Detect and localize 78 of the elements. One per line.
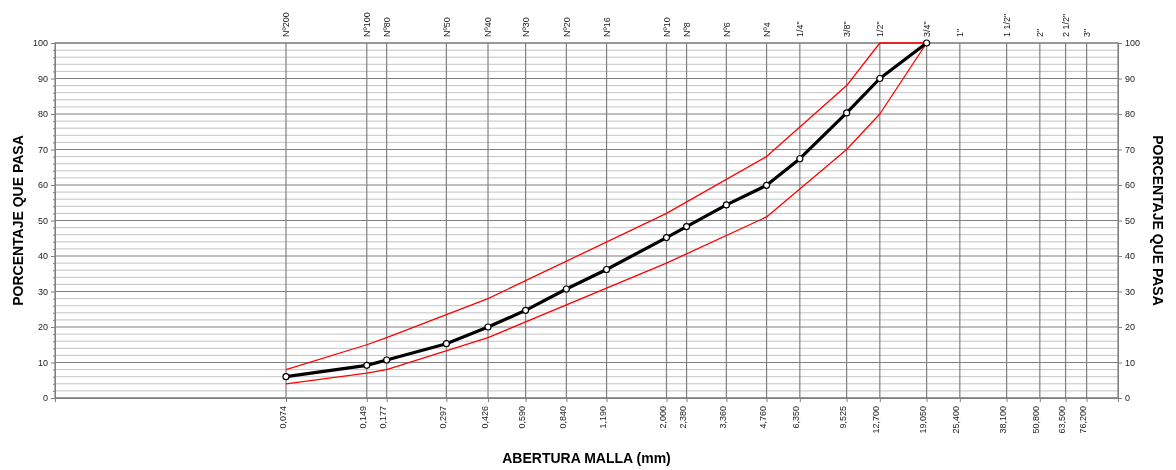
text: Nº30 — [520, 17, 531, 37]
x-axis-title: ABERTURA MALLA (mm) — [502, 450, 671, 466]
text: 3/8" — [841, 21, 852, 37]
x-tick-label: 6,350 — [791, 406, 802, 429]
y-tick-label: 90 — [37, 73, 48, 84]
x-tick-label: 50,800 — [1031, 406, 1042, 434]
point — [562, 285, 570, 293]
y2-tick-label: 100 — [1125, 38, 1141, 49]
text: 3/4" — [921, 21, 932, 37]
point — [484, 323, 492, 331]
x-tick-label: 25,400 — [951, 406, 962, 434]
text: Nº40 — [483, 17, 494, 37]
y-tick-label: 30 — [37, 286, 48, 297]
y2-tick-label: 90 — [1125, 73, 1136, 84]
text: Nº50 — [441, 17, 452, 37]
y2-tick-label: 60 — [1125, 180, 1136, 191]
y-tick-label: 80 — [37, 109, 48, 120]
y2-tick-label: 0 — [1125, 393, 1131, 404]
x-tick-label: 9,525 — [838, 406, 849, 429]
y2-tick-label: 80 — [1125, 109, 1136, 120]
text: Nº100 — [361, 12, 372, 37]
text: Nº80 — [381, 17, 392, 37]
y-tick-label: 20 — [37, 322, 48, 333]
y-tick-label: 100 — [32, 38, 48, 49]
y2-tick-label: 40 — [1125, 251, 1136, 262]
point — [923, 39, 931, 47]
y-tick-label: 70 — [37, 144, 48, 155]
x-tick-label: 38,100 — [998, 406, 1009, 434]
x-tick-label: 0,297 — [438, 406, 449, 429]
x-tick-label: 76,200 — [1078, 406, 1089, 434]
point — [682, 222, 691, 231]
y2-tick-label: 70 — [1125, 144, 1136, 155]
text: Nº10 — [661, 17, 672, 37]
y-tick-label: 50 — [37, 215, 48, 226]
y2-axis-title: PORCENTAJE QUE PASA — [1150, 135, 1166, 306]
text: 2" — [1034, 28, 1045, 37]
x-tick-label: 0,426 — [479, 406, 490, 429]
x-tick-label: 0,840 — [558, 406, 569, 429]
y-axis-title: PORCENTAJE QUE PASA — [10, 135, 26, 306]
text: 1/2" — [874, 21, 885, 37]
text: 1 1/2" — [1001, 13, 1012, 37]
text: 3" — [1081, 28, 1092, 37]
text: Nº4 — [761, 22, 772, 37]
x-tick-label: 63,500 — [1057, 406, 1068, 434]
text: Nº200 — [281, 12, 292, 37]
y2-tick-label: 30 — [1125, 286, 1136, 297]
text: Nº8 — [681, 22, 692, 37]
x-tick-label: 3,360 — [718, 406, 729, 429]
x-tick-label: 0,590 — [517, 406, 528, 429]
text: Nº20 — [561, 17, 572, 37]
x-tick-label: 19,050 — [918, 406, 929, 434]
text: 1" — [954, 28, 965, 37]
point — [442, 340, 450, 348]
text: 1/4" — [794, 21, 805, 37]
y2-tick-label: 20 — [1125, 322, 1136, 333]
point — [843, 109, 851, 117]
y2-tick-label: 10 — [1125, 357, 1136, 368]
x-tick-label: 12,700 — [871, 406, 882, 434]
x-tick-label: 0,074 — [277, 406, 288, 429]
text: Nº6 — [721, 22, 732, 37]
point — [762, 181, 771, 189]
text: Nº16 — [601, 17, 612, 37]
x-tick-label: 0,149 — [358, 406, 369, 429]
point — [722, 201, 730, 209]
point — [522, 306, 530, 314]
point — [602, 265, 611, 274]
x-tick-label: 2,380 — [678, 406, 689, 429]
y-tick-label: 0 — [42, 393, 48, 404]
text: 2 1/2" — [1060, 13, 1071, 37]
y-tick-label: 40 — [37, 251, 48, 262]
y-tick-label: 10 — [37, 357, 48, 368]
point — [363, 361, 371, 369]
x-tick-label: 2,000 — [658, 406, 669, 429]
x-tick-label: 0,177 — [378, 406, 389, 429]
y-tick-label: 60 — [37, 180, 48, 191]
y2-tick-label: 50 — [1125, 215, 1136, 226]
x-tick-label: 4,760 — [758, 406, 769, 429]
x-tick-label: 1,190 — [598, 406, 609, 429]
